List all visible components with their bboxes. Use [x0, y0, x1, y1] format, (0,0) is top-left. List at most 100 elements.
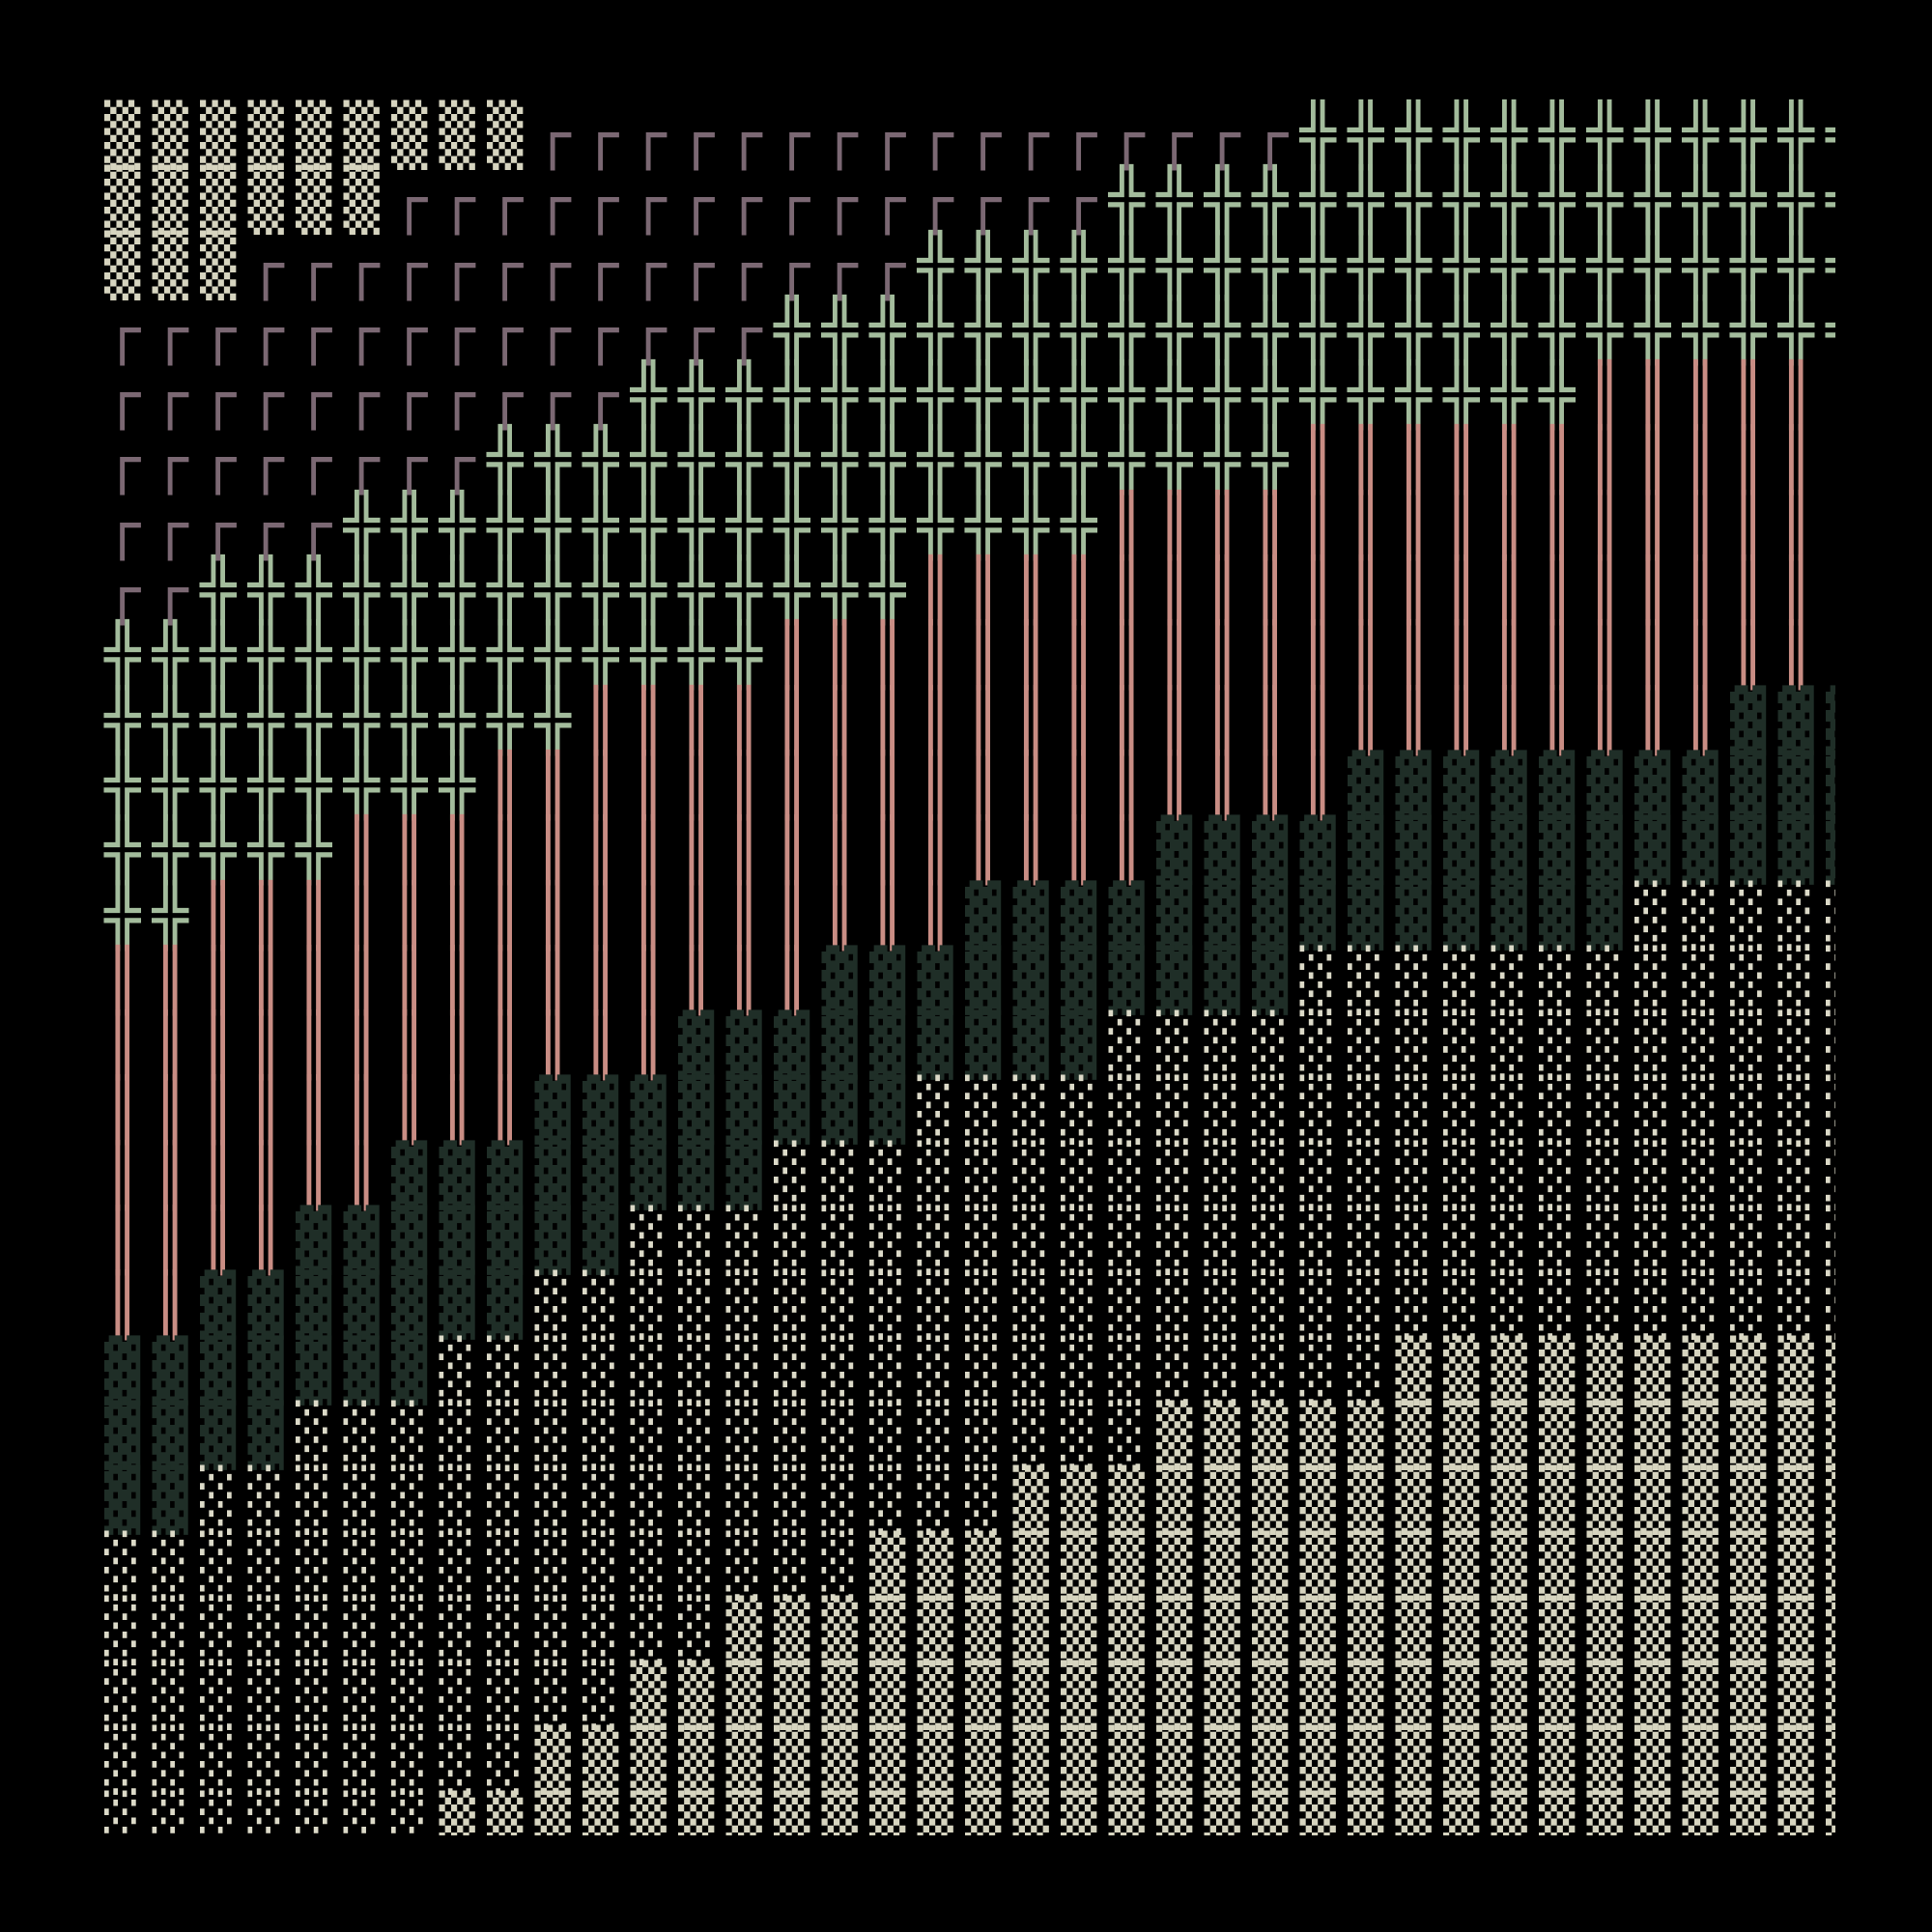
dark-shade-cell: ▓	[247, 1269, 284, 1341]
medium-shade-cell: ▒	[678, 1789, 715, 1835]
double-cross-cell: ╬	[1491, 229, 1527, 300]
medium-shade-cell: ▒	[534, 1724, 571, 1796]
double-cross-cell: ╬	[821, 424, 858, 496]
box-corner-cell: ┌	[391, 424, 428, 496]
box-corner-cell: ┌	[534, 359, 571, 431]
double-cross-cell: ╬	[630, 554, 667, 626]
light-shade-cell: ░	[1156, 1269, 1193, 1341]
double-cross-cell: ╬	[1012, 294, 1049, 365]
dark-shade-cell: ▓	[1395, 814, 1432, 886]
double-cross-cell: ╬	[1108, 229, 1145, 300]
double-cross-cell: ╬	[1252, 424, 1289, 496]
double-cross-cell: ╬	[534, 684, 571, 755]
dark-shade-cell: ▓	[1348, 879, 1384, 951]
medium-shade-cell: ▒	[869, 1660, 906, 1731]
double-cross-cell: ╬	[917, 424, 953, 496]
double-cross-cell: ╬	[1061, 294, 1097, 365]
double-vertical-cell: ║	[343, 814, 380, 886]
dark-shade-cell: ▓	[104, 1399, 141, 1470]
double-cross-cell: ╬	[1443, 229, 1480, 300]
box-corner-cell: ┌	[678, 99, 715, 170]
double-vertical-cell: ║	[296, 879, 332, 951]
dark-shade-cell: ▓	[1730, 814, 1767, 886]
medium-shade-cell: ▒	[1395, 1464, 1432, 1536]
medium-shade-cell: ▒	[1156, 1464, 1193, 1536]
medium-shade-cell: ▒	[1539, 1660, 1576, 1731]
double-cross-cell: ╬	[1730, 99, 1767, 170]
medium-shade-cell: ▒	[1395, 1399, 1432, 1470]
medium-shade-cell: ▒	[869, 1789, 906, 1835]
glyph-row: ║║▓▓▓▓▓▓▓░░░░░░░░░░░░░░░░░░░░░░░░░░░░	[104, 1269, 1835, 1341]
double-vertical-cell: ║	[869, 684, 906, 755]
light-shade-cell: ░	[1012, 1334, 1049, 1406]
dark-shade-cell: ▓	[391, 1139, 428, 1210]
double-vertical-cell: ║	[678, 879, 715, 951]
double-vertical-cell: ║	[725, 749, 762, 820]
medium-shade-cell: ▒	[725, 1594, 762, 1665]
medium-shade-cell: ▒	[1730, 1464, 1767, 1536]
double-vertical-cell: ║	[1777, 554, 1814, 626]
medium-shade-cell: ▒	[1586, 1724, 1623, 1796]
double-cross-cell: ╬	[200, 684, 237, 755]
double-cross-cell: ╬	[1443, 359, 1480, 431]
medium-shade-cell: ▒	[917, 1660, 953, 1731]
double-cross-cell: ╬	[1682, 99, 1719, 170]
light-shade-cell: ░	[678, 1464, 715, 1536]
double-vertical-cell: ║	[487, 1009, 524, 1081]
double-cross-cell: ╬	[296, 814, 332, 886]
box-corner-cell: ┌	[917, 164, 953, 236]
double-vertical-cell: ║	[678, 749, 715, 820]
glyph-row: ▒▒▒┌┌┌┌┌┌┌┌┌┌┌┌┌┌╬╬╬╬╬╬╬╬╬╬╬╬╬╬╬╬╬╬╬╬	[104, 229, 1835, 300]
box-corner-cell: ┌	[869, 99, 906, 170]
double-vertical-cell: ║	[869, 879, 906, 951]
medium-shade-cell: ▒	[296, 164, 332, 236]
light-shade-cell: ░	[1299, 1074, 1336, 1146]
double-cross-cell: ╬	[1443, 164, 1480, 236]
dark-shade-cell: ▓	[630, 1139, 667, 1210]
light-shade-cell: ░	[200, 1660, 237, 1731]
medium-shade-cell: ▒	[152, 164, 188, 236]
double-cross-cell: ╬	[487, 554, 524, 626]
dark-shade-cell: ▓	[391, 1269, 428, 1341]
light-shade-cell: ░	[247, 1529, 284, 1601]
light-shade-cell: ░	[630, 1529, 667, 1601]
glyph-row: ║║║║║║║║║▓▓▓▓▓▓▓▓░░░░░░░░░░░░░░░░░░░░	[104, 1074, 1835, 1146]
medium-shade-cell: ▒	[439, 1789, 475, 1835]
double-vertical-cell: ║	[1586, 554, 1623, 626]
medium-shade-cell: ▒	[1204, 1594, 1240, 1665]
medium-shade-cell: ▒	[1586, 1789, 1623, 1835]
dark-shade-cell: ▓	[343, 1269, 380, 1341]
light-shade-cell: ░	[104, 1529, 141, 1601]
double-cross-cell: ╬	[1061, 489, 1097, 560]
light-shade-cell: ░	[774, 1139, 810, 1210]
dark-shade-cell: ▓	[917, 1009, 953, 1081]
dark-shade-cell: ▓	[247, 1399, 284, 1470]
light-shade-cell: ░	[1012, 1139, 1049, 1210]
double-cross-cell: ╬	[1586, 229, 1623, 300]
dark-shade-cell: ▓	[1443, 814, 1480, 886]
double-cross-cell: ╬	[917, 229, 953, 300]
light-shade-cell: ░	[296, 1529, 332, 1601]
glyph-row: ║║║║║║║║║║║║▓▓▓▓▓▓▓▓▓░░░░░░░░░░░░░░░░	[104, 1009, 1835, 1081]
box-corner-cell: ┌	[487, 294, 524, 365]
double-cross-cell: ╬	[821, 554, 858, 626]
dark-shade-cell: ▓	[391, 1205, 428, 1276]
double-vertical-cell: ║	[1204, 619, 1240, 691]
double-vertical-cell: ║	[1826, 427, 1835, 493]
medium-shade-cell: ▒	[439, 99, 475, 170]
light-shade-cell: ░	[1826, 1142, 1835, 1208]
dark-shade-cell: ▓	[1061, 944, 1097, 1015]
medium-shade-cell: ▒	[1395, 1594, 1432, 1665]
light-shade-cell: ░	[1348, 944, 1384, 1015]
dark-shade-cell: ▓	[1826, 687, 1835, 753]
double-vertical-cell: ║	[1061, 814, 1097, 886]
medium-shade-cell: ▒	[104, 164, 141, 236]
light-shade-cell: ░	[1777, 1269, 1814, 1341]
medium-shade-cell: ▒	[1586, 1594, 1623, 1665]
double-vertical-cell: ║	[247, 1139, 284, 1210]
light-shade-cell: ░	[725, 1529, 762, 1601]
double-cross-cell: ╬	[247, 619, 284, 691]
double-vertical-cell: ║	[1539, 489, 1576, 560]
light-shade-cell: ░	[439, 1529, 475, 1601]
double-cross-cell: ╬	[1156, 424, 1193, 496]
